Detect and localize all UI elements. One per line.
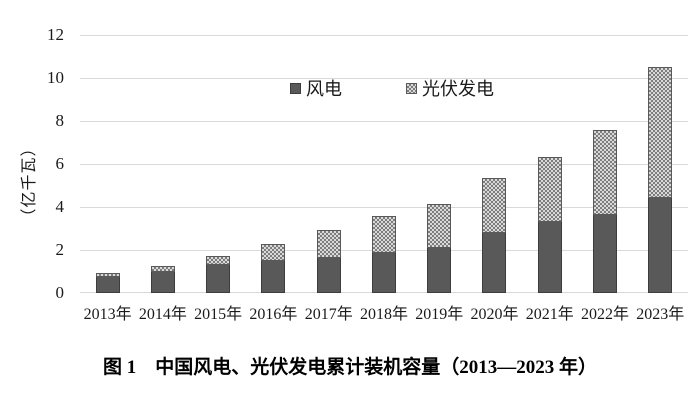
bar-segment-风电-2023年: [648, 198, 673, 293]
x-axis-label-2015年: 2015年: [194, 306, 243, 323]
bar-segment-风电-2017年: [316, 257, 341, 293]
bar-segment-光伏发电-2020年: [482, 178, 507, 233]
bar-column-2013年: [80, 35, 135, 293]
bar-column-2020年: [467, 35, 522, 293]
bar-segment-风电-2018年: [371, 253, 396, 293]
y-tick-label-8: 8: [55, 111, 65, 131]
bar-stack: [150, 35, 175, 293]
x-axis-label-2019年: 2019年: [415, 306, 464, 323]
bar-segment-风电-2019年: [427, 247, 452, 293]
y-tick-label-2: 2: [55, 240, 65, 260]
bar-column-2014年: [135, 35, 190, 293]
x-axis-label-2014年: 2014年: [138, 306, 187, 323]
bar-column-2021年: [522, 35, 577, 293]
bar-segment-风电-2020年: [482, 232, 507, 293]
gridline-8: [80, 121, 688, 123]
pv-swatch-icon: [406, 82, 417, 94]
bar-segment-光伏发电-2016年: [261, 244, 286, 261]
x-axis-labels: 2013年 2014年 2015年 2016年 2017年 2018年 2019年 2020年…: [80, 300, 688, 324]
bar-segment-光伏发电-2013年: [95, 272, 120, 277]
bar-stack: [95, 35, 120, 293]
bar-segment-风电-2021年: [537, 222, 562, 293]
bar-segment-光伏发电-2015年: [206, 256, 231, 266]
bar-segment-风电-2013年: [95, 276, 120, 293]
bar-segment-风电-2015年: [206, 265, 231, 293]
bar-stack: [206, 35, 231, 293]
x-axis-label-2018年: 2018年: [359, 306, 408, 323]
y-tick-label-10: 10: [47, 68, 64, 87]
bar-segment-光伏发电-2022年: [593, 130, 618, 215]
plot-area: 风电 光伏发电: [80, 35, 688, 293]
bar-segment-光伏发电-2014年: [150, 266, 175, 273]
y-tick-label-0: 0: [55, 283, 65, 302]
legend-item-wind: 风电: [290, 75, 342, 101]
bar-segment-光伏发电-2017年: [316, 229, 341, 258]
y-tick-label-4: 4: [55, 197, 65, 217]
bar-column-2015年: [191, 35, 246, 293]
legend: 风电 光伏发电: [290, 75, 494, 101]
y-axis: 0 2 4 6 8 10 12: [0, 26, 72, 302]
y-tick-label-12: 12: [47, 25, 64, 44]
legend-label-wind: 风电: [306, 79, 342, 99]
bar-stack: [537, 35, 562, 293]
x-axis-label-2021年: 2021年: [525, 306, 574, 323]
legend-item-pv: 光伏发电: [406, 75, 494, 101]
bar-stack: [261, 35, 286, 293]
x-axis-label-2013年: 2013年: [83, 306, 132, 323]
bar-column-2018年: [356, 35, 411, 293]
bar-column-2019年: [412, 35, 467, 293]
bar-segment-光伏发电-2019年: [427, 204, 452, 248]
gridline-6: [80, 164, 688, 165]
bar-column-2017年: [301, 35, 356, 293]
bar-segment-风电-2022年: [593, 214, 618, 293]
x-axis-label-2022年: 2022年: [581, 306, 630, 323]
bar-column-2016年: [246, 35, 301, 293]
bar-segment-风电-2016年: [261, 260, 286, 293]
bar-column-2023年: [633, 35, 688, 293]
x-axis-label-2020年: 2020年: [470, 306, 519, 323]
wind-swatch-icon: [290, 82, 301, 94]
gridline-10: [80, 78, 688, 79]
bar-stack: [482, 35, 507, 293]
figure-caption: 图 1 中国风电、光伏发电累计装机容量（2013—2023 年）: [102, 357, 597, 378]
legend-label-pv: 光伏发电: [422, 79, 494, 99]
bar-segment-风电-2014年: [150, 272, 175, 293]
x-axis-label-2016年: 2016年: [249, 306, 298, 323]
bar-segment-光伏发电-2018年: [371, 216, 396, 254]
y-tick-label-6: 6: [55, 154, 65, 173]
x-axis-label-2017年: 2017年: [304, 306, 353, 323]
bar-segment-光伏发电-2023年: [648, 67, 673, 199]
bar-columns: [80, 35, 688, 293]
bar-segment-光伏发电-2021年: [537, 156, 562, 223]
bar-stack: [316, 35, 341, 293]
bar-stack: [371, 35, 396, 293]
gridline-12: [80, 35, 688, 36]
bar-stack: [427, 35, 452, 293]
bar-column-2022年: [577, 35, 632, 293]
gridline-4: [80, 207, 688, 209]
bar-stack: [648, 35, 673, 293]
bar-stack: [593, 35, 618, 293]
x-axis-label-2023年: 2023年: [636, 306, 685, 323]
